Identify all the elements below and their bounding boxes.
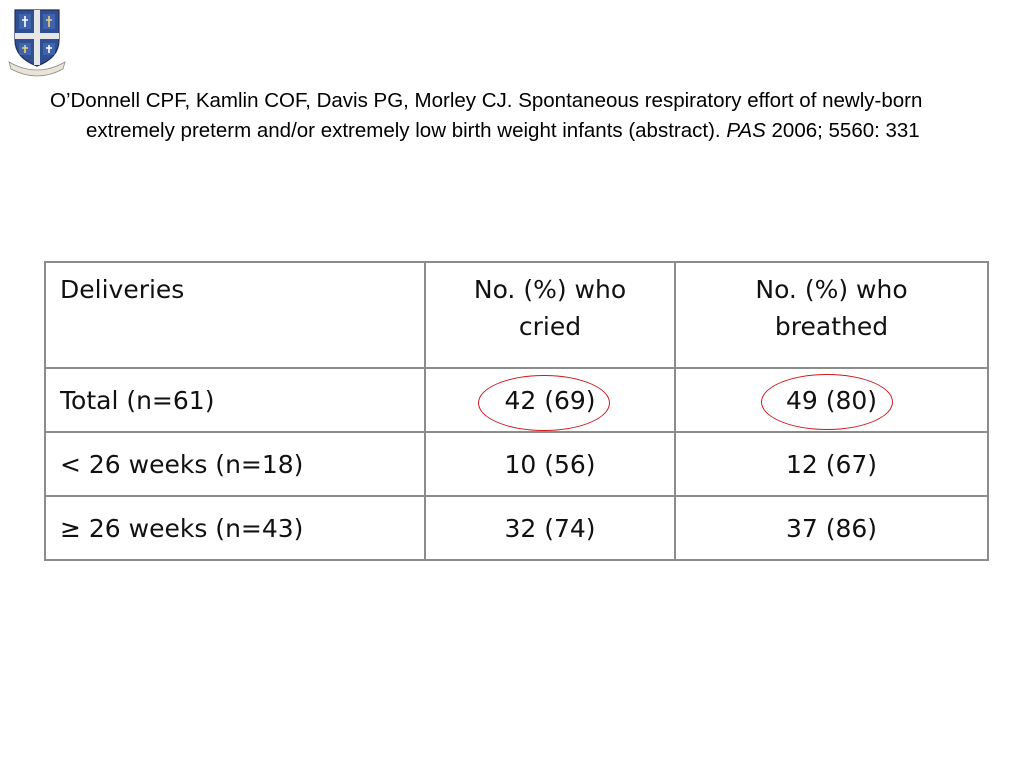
cell-breathed: 37 (86) bbox=[674, 495, 989, 561]
row-label: Total (n=61) bbox=[44, 367, 426, 433]
header-cried: No. (%) who cried bbox=[424, 261, 676, 369]
cell-breathed: 49 (80) bbox=[674, 367, 989, 433]
citation-authors-title: O’Donnell CPF, Kamlin COF, Davis PG, Mor… bbox=[50, 89, 923, 142]
cell-cried: 42 (69) bbox=[424, 367, 676, 433]
results-table: Deliveries No. (%) who cried No. (%) who… bbox=[44, 261, 989, 561]
cell-cried: 10 (56) bbox=[424, 431, 676, 497]
table-header-row: Deliveries No. (%) who cried No. (%) who… bbox=[44, 261, 989, 369]
table-row: ≥ 26 weeks (n=43) 32 (74) 37 (86) bbox=[44, 495, 989, 561]
cell-cried: 32 (74) bbox=[424, 495, 676, 561]
header-breathed: No. (%) who breathed bbox=[674, 261, 989, 369]
row-label: ≥ 26 weeks (n=43) bbox=[44, 495, 426, 561]
cell-breathed: 12 (67) bbox=[674, 431, 989, 497]
table-row: Total (n=61) 42 (69) 49 (80) bbox=[44, 367, 989, 433]
citation: O’Donnell CPF, Kamlin COF, Davis PG, Mor… bbox=[50, 86, 966, 146]
row-label: < 26 weeks (n=18) bbox=[44, 431, 426, 497]
citation-journal: PAS bbox=[726, 119, 766, 142]
header-deliveries: Deliveries bbox=[44, 261, 426, 369]
crest-icon bbox=[8, 9, 66, 77]
results-table-container: Deliveries No. (%) who cried No. (%) who… bbox=[44, 261, 989, 561]
citation-details: 2006; 5560: 331 bbox=[771, 119, 920, 142]
table-row: < 26 weeks (n=18) 10 (56) 12 (67) bbox=[44, 431, 989, 497]
